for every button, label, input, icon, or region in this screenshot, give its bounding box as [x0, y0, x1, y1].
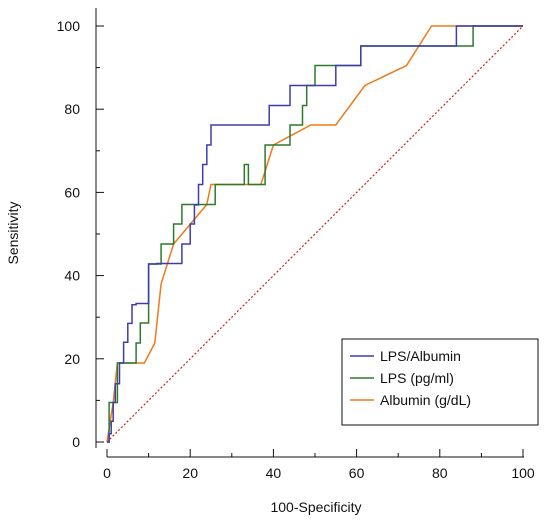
y-tick-label: 0 [72, 434, 80, 450]
series-layer [106, 25, 524, 443]
x-axis-title: 100-Specificity [270, 499, 361, 515]
legend: LPS/Albumin LPS (pg/ml) Albumin (g/dL) [341, 338, 539, 426]
x-tick-label: 100 [511, 465, 535, 481]
y-tick-label: 100 [57, 18, 81, 34]
y-axis-ticks: 0 20 40 60 80 100 [57, 18, 104, 450]
x-tick-label: 80 [432, 465, 448, 481]
legend-items: LPS/Albumin LPS (pg/ml) Albumin (g/dL) [350, 348, 471, 408]
y-axis-title: Sensitivity [5, 201, 21, 264]
legend-label: Albumin (g/dL) [380, 392, 471, 408]
y-tick-label: 80 [64, 101, 80, 117]
x-axis-ticks: 0 20 40 60 80 100 [103, 449, 535, 481]
legend-label: LPS/Albumin [380, 348, 461, 364]
y-tick-label: 40 [64, 268, 80, 284]
lps-albumin-line [107, 25, 523, 443]
legend-label: LPS (pg/ml) [380, 370, 454, 386]
x-tick-label: 20 [182, 465, 198, 481]
plot-area: 0 20 40 60 80 100 0 20 40 60 80 100 [57, 8, 535, 481]
x-tick-label: 0 [103, 465, 111, 481]
x-tick-label: 60 [349, 465, 365, 481]
y-tick-label: 60 [64, 184, 80, 200]
x-tick-label: 40 [266, 465, 282, 481]
legend-box [341, 338, 539, 426]
y-tick-label: 20 [64, 351, 80, 367]
